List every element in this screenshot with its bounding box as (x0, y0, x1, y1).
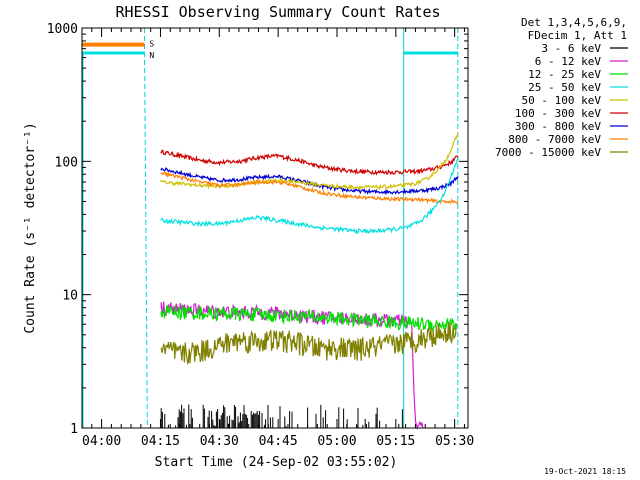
chart-title: RHESSI Observing Summary Count Rates (115, 3, 440, 21)
legend-entry-label: 25 - 50 keV (528, 81, 601, 94)
legend-header-line: Det 1,3,4,5,6,9, (521, 16, 627, 29)
series-25-50-kev (160, 157, 459, 235)
series-300-800-kev (160, 167, 459, 196)
flag-label-n: N (149, 51, 154, 60)
y-axis-label: Count Rate (s⁻¹ detector⁻¹) (23, 122, 38, 333)
series-800-7000-kev (160, 171, 459, 205)
footer-timestamp: 19-Oct-2021 18:15 (544, 467, 626, 476)
series-50-100-kev (160, 132, 459, 191)
legend-entry-label: 3 - 6 keV (541, 42, 601, 55)
x-tick-label: 04:30 (200, 434, 239, 449)
flag-label-s: S (149, 40, 154, 49)
legend-entry-label: 300 - 800 keV (515, 120, 601, 133)
y-tick-label: 1 (70, 422, 78, 437)
x-tick-label: 04:15 (141, 434, 180, 449)
series-100-300-kev (160, 149, 459, 176)
series-12-25-kev (160, 304, 457, 332)
x-tick-label: 05:00 (317, 434, 356, 449)
plot-area: SN (82, 27, 459, 431)
x-tick-label: 04:00 (82, 434, 121, 449)
plot-frame (81, 27, 469, 429)
x-axis-label: Start Time (24-Sep-02 03:55:02) (155, 455, 398, 470)
legend-entry-label: 50 - 100 keV (522, 94, 602, 107)
y-tick-label: 10 (62, 289, 78, 304)
y-tick-label: 1000 (47, 22, 78, 37)
legend: Det 1,3,4,5,6,9,FDecim 1, Att 13 - 6 keV… (495, 16, 628, 159)
legend-header-line: FDecim 1, Att 1 (528, 29, 627, 42)
y-tick-label: 100 (55, 155, 78, 170)
legend-entry-label: 800 - 7000 keV (508, 133, 601, 146)
legend-entry-label: 6 - 12 keV (535, 55, 602, 68)
axes: 1 10 100 1000 04:00 04:15 04:30 04:45 05:00 05:15… (47, 22, 475, 449)
legend-entry-label: 7000 - 15000 keV (495, 146, 601, 159)
night-start-marker (143, 27, 148, 429)
x-tick-label: 05:15 (376, 434, 415, 449)
legend-entry-label: 12 - 25 keV (528, 68, 601, 81)
x-tick-label: 05:30 (435, 434, 474, 449)
x-tick-label: 04:45 (259, 434, 298, 449)
series-6-12-kev (160, 301, 424, 431)
legend-entry-label: 100 - 300 keV (515, 107, 601, 120)
series-7000-15000-kev (160, 321, 457, 365)
